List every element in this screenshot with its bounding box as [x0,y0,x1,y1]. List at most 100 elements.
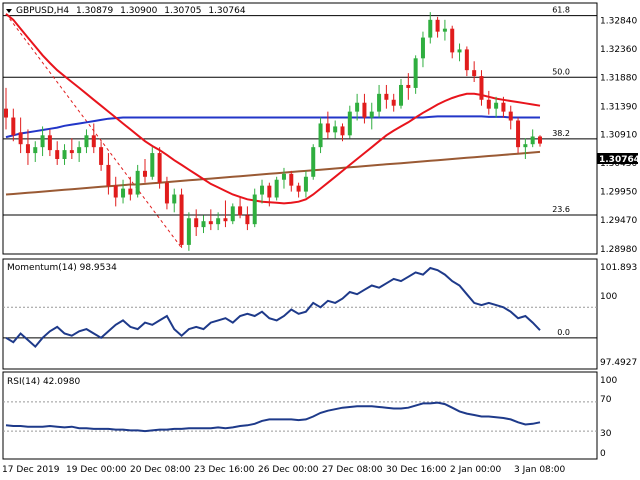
candle-body-20 [150,153,155,177]
date-label-6: 30 Dec 16:00 [386,465,447,475]
ma-brown-line [5,150,541,196]
candle-body-71 [523,144,528,148]
candle-body-0 [4,108,8,118]
rsi-axis-0: 0 [600,449,606,459]
candle-body-30 [223,218,228,222]
date-label-5: 27 Dec 08:00 [322,465,383,475]
candle-body-56 [413,58,418,88]
candle-body-23 [172,194,177,204]
candle-body-25 [186,218,191,245]
candle-body-68 [501,102,506,112]
date-label-8: 3 Jan 08:00 [514,465,566,475]
candle-body-34 [252,194,257,225]
candle-body-11 [84,135,89,148]
price-tick-7: 1.29470 [600,216,637,226]
price-axis: 1.32840 1.32360 1.31880 1.31390 1.30910 1.304… [600,16,637,255]
candle-body-12 [91,135,96,148]
current-price-label: 1.30764 [599,155,640,165]
date-label-4: 26 Dec 00:00 [258,465,319,475]
ma-blue-line [5,115,540,139]
date-label-2: 20 Dec 08:00 [130,465,191,475]
candle-body-15 [113,185,118,198]
momentum-title: Momentum(14) 98.9534 [7,263,117,273]
date-label-7: 2 Jan 00:00 [450,465,502,475]
candle-body-28 [208,221,213,225]
fib-label-4: 0.0 [557,328,570,337]
candle-body-63 [464,49,469,71]
candle-body-24 [179,194,184,245]
candle-body-60 [442,28,447,32]
candle-body-33 [245,215,250,225]
candle-body-18 [135,170,140,195]
candle-body-22 [164,182,169,204]
candle-body-40 [296,185,301,192]
candle-body-65 [479,76,484,100]
fib-label-2: 38.2 [552,129,570,138]
close-value: 1.30764 [208,6,245,16]
candle-body-31 [230,206,235,222]
candle-body-48 [355,102,360,112]
price-tick-8: 1.28980 [600,245,637,255]
fib-label-0: 61.8 [552,6,570,15]
current-price-tag [597,153,638,164]
candle-body-1 [11,117,16,136]
momentum-axis-top: 101.893 [600,263,637,273]
candle-body-73 [538,136,542,144]
price-tick-1: 1.32360 [600,45,637,55]
fib-label-1: 50.0 [552,67,570,76]
candle-body-53 [391,99,396,106]
candle-body-54 [399,84,404,106]
candle-body-13 [99,147,104,165]
price-tick-5: 1.30430 [600,159,637,169]
candle-body-36 [267,185,272,198]
rsi-panel-frame [2,371,598,460]
momentum-axis-bottom: 97.4927 [600,358,637,368]
candle-body-64 [472,70,477,77]
candle-body-27 [201,221,206,228]
rsi-axis-70: 70 [600,395,612,405]
candle-body-42 [311,147,316,177]
rsi-axis-30: 30 [600,429,612,439]
candle-body-44 [325,123,330,133]
open-value: 1.30879 [76,6,113,16]
candle-body-43 [318,123,323,148]
candle-body-51 [377,93,382,112]
candle-body-4 [33,147,38,154]
candle-body-45 [333,126,338,133]
candle-body-38 [281,173,286,180]
candle-body-10 [77,147,82,154]
symbol-dropdown-icon[interactable] [6,9,12,13]
candle-body-61 [450,28,455,53]
candle-body-70 [516,120,521,148]
candle-body-9 [69,150,74,154]
candle-body-5 [40,135,45,148]
candle-body-72 [530,136,535,145]
candlesticks [4,12,542,251]
candle-body-14 [106,164,111,186]
oscillators [3,266,597,433]
candle-body-6 [47,135,52,151]
price-tick-3: 1.31390 [600,102,637,112]
high-value: 1.30900 [120,6,157,16]
candle-body-2 [18,132,23,145]
price-tick-4: 1.30910 [600,131,637,141]
rsi-title: RSI(14) 42.0980 [7,377,80,387]
rsi-axis-100: 100 [600,376,617,386]
candle-body-67 [494,102,499,109]
ma-red-line [5,13,541,205]
rsi-line [5,401,541,433]
candle-body-58 [428,19,433,38]
price-tick-0: 1.32840 [600,16,637,26]
price-tick-2: 1.31880 [600,73,637,83]
candle-body-57 [420,37,425,59]
candle-body-7 [55,150,60,160]
momentum-line [5,266,541,349]
candle-body-55 [406,84,411,88]
candle-body-49 [362,102,367,118]
main-panel-frame [2,2,598,255]
low-value: 1.30705 [164,6,201,16]
moving-averages [5,13,541,205]
candle-body-69 [508,111,513,121]
candle-body-41 [303,176,308,192]
symbol-header: GBPUSD,H4 1.30879 1.30900 1.30705 1.3076… [16,6,246,16]
